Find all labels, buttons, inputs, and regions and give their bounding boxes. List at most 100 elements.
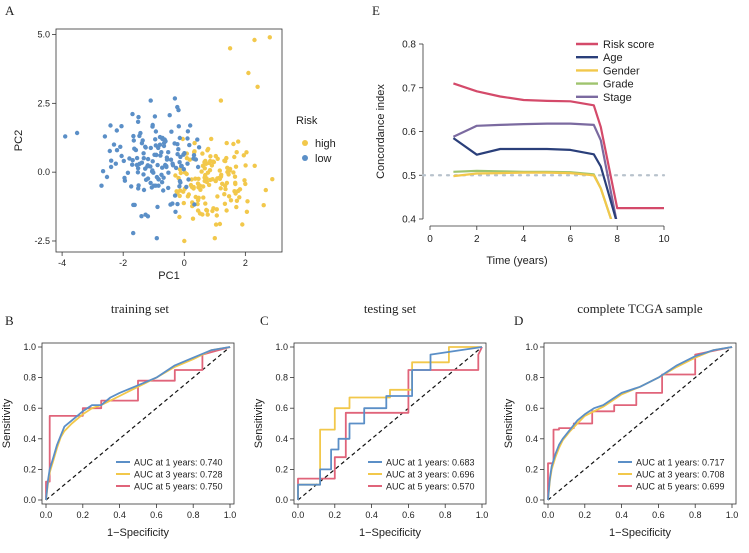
point <box>135 166 141 171</box>
point <box>178 170 183 176</box>
plot-frame <box>543 342 737 505</box>
point <box>199 169 204 174</box>
point <box>185 161 190 166</box>
x-tick-label: 0.8 <box>689 510 702 520</box>
point <box>121 158 127 164</box>
point <box>172 193 178 198</box>
point <box>131 230 136 236</box>
point <box>236 139 241 144</box>
point <box>108 123 113 128</box>
x-tick-label: 1.0 <box>726 510 739 520</box>
y-tick-label: 0.7 <box>402 83 416 94</box>
legend-label: low <box>315 153 332 165</box>
point <box>245 199 250 204</box>
roc-curve <box>547 346 733 501</box>
point <box>141 187 147 193</box>
x-tick-label: 8 <box>614 234 620 245</box>
roc-curve <box>45 346 231 501</box>
x-tick-label: 0.6 <box>402 510 415 520</box>
point <box>177 184 182 189</box>
y-tick-label: 0.2 <box>23 464 36 474</box>
x-tick-label: 2 <box>474 234 480 245</box>
series-high <box>173 35 275 244</box>
point <box>222 192 227 197</box>
y-axis-label: PC2 <box>13 130 25 151</box>
point <box>202 166 207 171</box>
point <box>161 143 167 149</box>
y-tick-label: 0.6 <box>23 403 36 413</box>
point <box>100 169 106 174</box>
point <box>175 152 180 157</box>
point <box>145 164 150 169</box>
point <box>111 142 117 147</box>
diagonal-reference <box>297 346 483 501</box>
point <box>214 213 219 218</box>
point <box>255 84 260 90</box>
legend-label: Gender <box>603 65 640 77</box>
point <box>208 154 213 159</box>
y-axis-label: Sensitivity <box>503 398 515 448</box>
x-tick-label: 0.2 <box>329 510 342 520</box>
series-line-gender <box>453 171 613 219</box>
point <box>134 155 140 161</box>
point <box>232 154 237 160</box>
y-axis-label: Concordance index <box>375 84 387 179</box>
point <box>208 158 213 164</box>
point <box>205 212 210 217</box>
legend: AUC at 1 years: 0.740 AUC at 3 years: 0.7… <box>116 458 223 492</box>
point <box>218 174 224 179</box>
point <box>222 201 228 206</box>
y-tick-label: 1.0 <box>23 342 36 352</box>
point <box>190 216 196 221</box>
point <box>173 173 178 178</box>
point <box>243 181 248 187</box>
roc-curve <box>45 346 231 500</box>
point <box>192 149 197 154</box>
point <box>109 158 114 163</box>
point <box>135 119 141 125</box>
point <box>145 214 151 219</box>
point <box>185 129 191 134</box>
point <box>181 189 186 194</box>
point <box>189 177 194 182</box>
point <box>148 98 153 103</box>
legend: AUC at 1 years: 0.683 AUC at 3 years: 0.6… <box>368 458 475 492</box>
y-axis-label: Sensitivity <box>253 398 265 448</box>
point <box>122 178 128 183</box>
point <box>108 164 114 170</box>
point <box>224 140 229 146</box>
point <box>210 177 215 182</box>
x-tick-label: 6 <box>568 234 574 245</box>
point <box>172 141 177 146</box>
point <box>234 150 239 155</box>
point <box>192 202 197 207</box>
point <box>177 160 182 165</box>
series-lines <box>452 82 664 219</box>
plot-frame <box>293 342 487 505</box>
point <box>179 163 184 169</box>
plot-frame <box>41 342 235 505</box>
y-tick-label: 0.6 <box>402 127 416 138</box>
y-tick-label: -2.5 <box>34 236 50 246</box>
point <box>131 138 136 143</box>
point <box>261 203 266 208</box>
point <box>131 133 136 139</box>
diagonal-reference <box>547 346 733 501</box>
point <box>153 129 159 134</box>
point <box>214 207 219 212</box>
legend-label: AUC at 5 years: 0.699 <box>636 482 725 492</box>
x-tick-label: -2 <box>119 258 127 268</box>
point <box>246 70 251 76</box>
point <box>168 157 174 162</box>
legend-label: high <box>315 138 336 150</box>
point <box>149 169 155 174</box>
point <box>130 158 135 163</box>
legend-label: Age <box>603 52 623 64</box>
y-tick-label: 0.4 <box>402 215 416 226</box>
point <box>233 191 238 196</box>
point <box>218 186 223 191</box>
point <box>156 183 161 188</box>
point <box>102 134 108 139</box>
point <box>173 209 178 214</box>
point <box>233 164 239 169</box>
